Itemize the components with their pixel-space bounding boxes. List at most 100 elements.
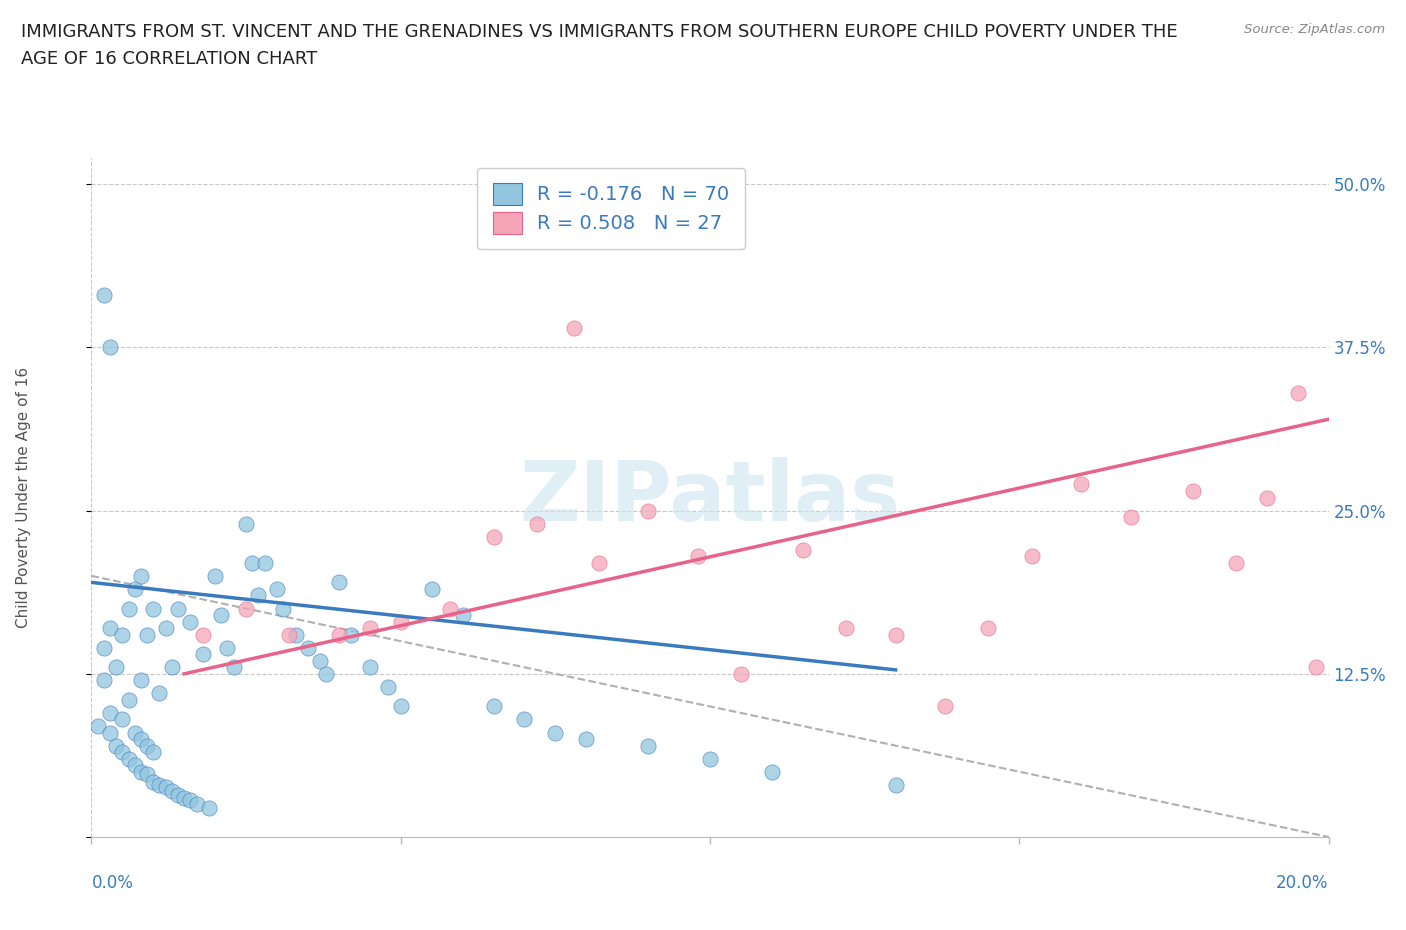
Point: [136, 767, 159, 782]
Point: [105, 660, 128, 675]
Point: [155, 780, 177, 795]
Point: [222, 660, 245, 675]
Point: [124, 758, 146, 773]
Point: [1070, 477, 1092, 492]
Point: [142, 775, 165, 790]
Text: ZIPatlas: ZIPatlas: [520, 457, 900, 538]
Point: [209, 607, 232, 622]
Point: [98, 340, 121, 355]
Point: [1181, 484, 1204, 498]
Point: [544, 725, 567, 740]
Point: [204, 568, 226, 583]
Point: [1021, 549, 1043, 564]
Point: [93, 287, 115, 302]
Point: [1286, 386, 1309, 401]
Point: [761, 764, 783, 779]
Point: [792, 542, 814, 557]
Point: [191, 646, 214, 661]
Point: [271, 601, 294, 616]
Point: [884, 777, 907, 792]
Point: [117, 751, 139, 766]
Point: [637, 503, 659, 518]
Point: [111, 627, 134, 642]
Point: [1256, 490, 1278, 505]
Point: [148, 777, 170, 792]
Point: [526, 516, 548, 531]
Point: [588, 555, 610, 570]
Point: [98, 620, 121, 635]
Point: [98, 725, 121, 740]
Point: [117, 601, 139, 616]
Point: [309, 653, 332, 668]
Point: [142, 601, 165, 616]
Point: [105, 738, 128, 753]
Point: [136, 627, 159, 642]
Point: [179, 793, 201, 808]
Point: [575, 732, 598, 747]
Point: [439, 601, 461, 616]
Point: [686, 549, 709, 564]
Point: [136, 738, 159, 753]
Point: [148, 686, 170, 701]
Point: [98, 706, 121, 721]
Point: [1305, 660, 1327, 675]
Point: [167, 601, 190, 616]
Point: [377, 680, 399, 695]
Point: [93, 673, 115, 688]
Point: [160, 784, 183, 799]
Point: [129, 568, 152, 583]
Point: [124, 725, 146, 740]
Point: [562, 321, 585, 336]
Text: 0.0%: 0.0%: [91, 874, 134, 893]
Point: [977, 620, 1000, 635]
Point: [297, 640, 319, 655]
Point: [111, 745, 134, 760]
Point: [482, 699, 505, 714]
Point: [451, 607, 474, 622]
Point: [129, 764, 152, 779]
Point: [240, 555, 263, 570]
Point: [111, 712, 134, 727]
Point: [315, 667, 337, 682]
Point: [513, 712, 536, 727]
Point: [482, 529, 505, 544]
Point: [340, 627, 363, 642]
Point: [191, 627, 214, 642]
Point: [328, 627, 350, 642]
Point: [699, 751, 721, 766]
Point: [328, 575, 350, 590]
Point: [142, 745, 165, 760]
Text: IMMIGRANTS FROM ST. VINCENT AND THE GRENADINES VS IMMIGRANTS FROM SOUTHERN EUROP: IMMIGRANTS FROM ST. VINCENT AND THE GREN…: [21, 23, 1178, 68]
Point: [359, 660, 381, 675]
Point: [186, 797, 208, 812]
Text: Child Poverty Under the Age of 16: Child Poverty Under the Age of 16: [15, 367, 31, 628]
Point: [235, 516, 257, 531]
Point: [389, 614, 412, 629]
Point: [637, 738, 659, 753]
Point: [198, 801, 221, 816]
Point: [167, 788, 190, 803]
Point: [86, 719, 108, 734]
Point: [266, 581, 288, 596]
Point: [124, 581, 146, 596]
Point: [235, 601, 257, 616]
Point: [1119, 510, 1142, 525]
Point: [1225, 555, 1247, 570]
Point: [129, 673, 152, 688]
Point: [117, 693, 139, 708]
Point: [129, 732, 152, 747]
Text: Source: ZipAtlas.com: Source: ZipAtlas.com: [1244, 23, 1385, 36]
Point: [93, 640, 115, 655]
Point: [730, 667, 752, 682]
Point: [284, 627, 307, 642]
Point: [155, 620, 177, 635]
Point: [835, 620, 858, 635]
Point: [359, 620, 381, 635]
Point: [253, 555, 276, 570]
Point: [160, 660, 183, 675]
Point: [934, 699, 956, 714]
Point: [389, 699, 412, 714]
Point: [217, 640, 239, 655]
Point: [179, 614, 201, 629]
Point: [884, 627, 907, 642]
